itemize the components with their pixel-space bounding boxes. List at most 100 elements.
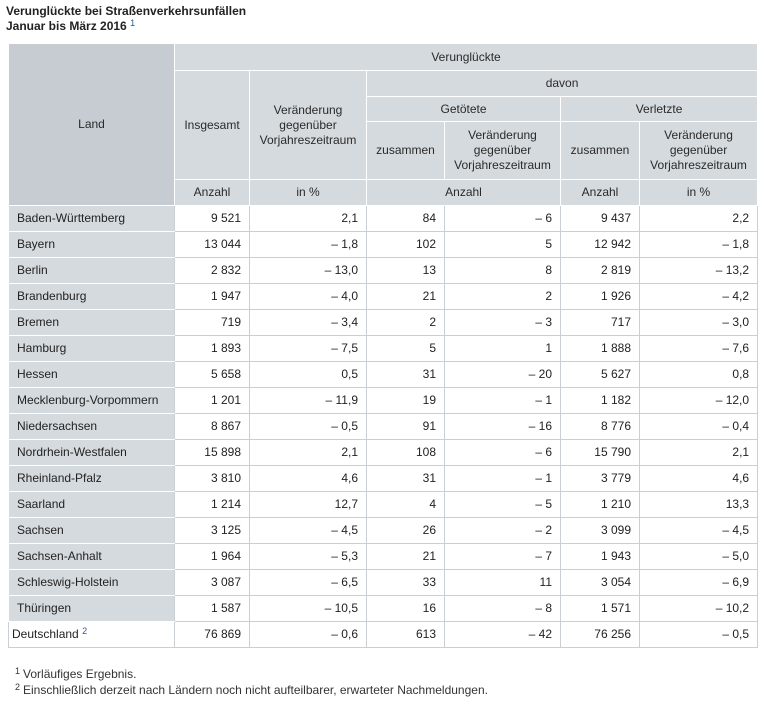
cell-insgesamt: 1 947 bbox=[174, 283, 250, 310]
unit-getoetete: Anzahl bbox=[366, 179, 561, 206]
cell-land: Mecklenburg-Vorpommern bbox=[8, 387, 175, 414]
total-footnote-link[interactable]: 2 bbox=[82, 626, 88, 636]
cell-land: Brandenburg bbox=[8, 283, 175, 310]
cell-veraenderung: – 0,5 bbox=[249, 413, 367, 440]
cell-verletzte-veraenderung: – 3,0 bbox=[638, 309, 759, 336]
cell-verletzte-veraenderung: – 7,6 bbox=[638, 335, 759, 362]
cell-getoetete: 21 bbox=[366, 283, 445, 310]
cell-insgesamt: 3 125 bbox=[174, 517, 250, 544]
cell-insgesamt: 1 214 bbox=[174, 491, 250, 518]
land-name: Hessen bbox=[17, 367, 58, 381]
table-row: Nordrhein-Westfalen 15 898 2,1 108– 6 15 790… bbox=[8, 439, 759, 466]
cell-verletzte: 2 819 bbox=[560, 257, 640, 284]
cell-land: Nordrhein-Westfalen bbox=[8, 439, 175, 466]
cell-getoetete-veraenderung: 1 bbox=[444, 335, 561, 362]
title-footnote-link[interactable]: 1 bbox=[130, 18, 136, 28]
unit-verletzte-veraenderung: in % bbox=[638, 179, 759, 206]
cell-getoetete: 4 bbox=[366, 491, 445, 518]
cell-getoetete: 2 bbox=[366, 309, 445, 336]
cell-insgesamt: 1 964 bbox=[174, 543, 250, 570]
cell-insgesamt: 3 087 bbox=[174, 569, 250, 596]
unit-verletzte: Anzahl bbox=[560, 179, 640, 206]
cell-getoetete: 84 bbox=[366, 205, 445, 232]
cell-getoetete-veraenderung: – 16 bbox=[444, 413, 561, 440]
cell-insgesamt: 9 521 bbox=[174, 205, 250, 232]
cell-getoetete-veraenderung: 8 bbox=[444, 257, 561, 284]
cell-getoetete: 613 bbox=[366, 621, 445, 648]
cell-verletzte-veraenderung: – 12,0 bbox=[638, 387, 759, 414]
cell-getoetete-veraenderung: – 1 bbox=[444, 387, 561, 414]
footnote-2-text: Einschließlich derzeit nach Ländern noch… bbox=[23, 683, 488, 697]
cell-insgesamt: 76 869 bbox=[174, 621, 250, 648]
cell-getoetete: 26 bbox=[366, 517, 445, 544]
cell-getoetete-veraenderung: – 8 bbox=[444, 595, 561, 622]
cell-getoetete-veraenderung: 2 bbox=[444, 283, 561, 310]
land-name: Bayern bbox=[17, 237, 56, 251]
cell-insgesamt: 8 867 bbox=[174, 413, 250, 440]
cell-getoetete-veraenderung: 5 bbox=[444, 231, 561, 258]
table-row: Brandenburg 1 947– 4,0 21 2 1 926– 4,2 bbox=[8, 283, 759, 310]
header-getoetete: Getötete bbox=[366, 96, 561, 122]
header-verletzte-veraenderung: Veränderung gegenüber Vorjahreszeitraum bbox=[638, 121, 759, 180]
cell-getoetete: 21 bbox=[366, 543, 445, 570]
cell-getoetete: 33 bbox=[366, 569, 445, 596]
cell-getoetete-veraenderung: – 1 bbox=[444, 465, 561, 492]
land-name: Niedersachsen bbox=[17, 419, 98, 433]
cell-verletzte: 1 182 bbox=[560, 387, 640, 414]
cell-verletzte: 1 210 bbox=[560, 491, 640, 518]
land-name: Hamburg bbox=[17, 341, 67, 355]
cell-getoetete-veraenderung: – 20 bbox=[444, 361, 561, 388]
land-name: Brandenburg bbox=[17, 289, 87, 303]
cell-verletzte: 5 627 bbox=[560, 361, 640, 388]
accidents-table: Land Verunglückte Insgesamt Veränderung … bbox=[8, 43, 759, 648]
cell-getoetete: 31 bbox=[366, 361, 445, 388]
header-veraenderung: Veränderung gegenüber Vorjahreszeitraum bbox=[249, 70, 367, 180]
cell-veraenderung: 12,7 bbox=[249, 491, 367, 518]
header-verunglueckte: Verunglückte bbox=[173, 43, 759, 71]
cell-insgesamt: 1 587 bbox=[174, 595, 250, 622]
table-title: Verunglückte bei Straßenverkehrsunfällen… bbox=[6, 4, 246, 34]
cell-getoetete: 91 bbox=[366, 413, 445, 440]
cell-veraenderung: – 3,4 bbox=[249, 309, 367, 336]
cell-getoetete: 31 bbox=[366, 465, 445, 492]
cell-veraenderung: – 13,0 bbox=[249, 257, 367, 284]
unit-veraenderung: in % bbox=[249, 179, 367, 206]
land-name: Rheinland-Pfalz bbox=[17, 471, 102, 485]
total-row: Deutschland 2 76 869– 0,6 613– 42 76 256– 0… bbox=[8, 621, 759, 648]
cell-veraenderung: 0,5 bbox=[249, 361, 367, 388]
cell-veraenderung: – 5,3 bbox=[249, 543, 367, 570]
cell-land: Saarland bbox=[8, 491, 175, 518]
cell-getoetete-veraenderung: – 3 bbox=[444, 309, 561, 336]
cell-insgesamt: 1 893 bbox=[174, 335, 250, 362]
cell-land: Sachsen bbox=[8, 517, 175, 544]
cell-land: Deutschland 2 bbox=[8, 621, 175, 648]
cell-verletzte: 8 776 bbox=[560, 413, 640, 440]
cell-veraenderung: – 6,5 bbox=[249, 569, 367, 596]
land-name: Schleswig-Holstein bbox=[17, 575, 119, 589]
cell-getoetete: 13 bbox=[366, 257, 445, 284]
cell-land: Baden-Württemberg bbox=[8, 205, 175, 232]
cell-verletzte-veraenderung: – 5,0 bbox=[638, 543, 759, 570]
cell-getoetete: 19 bbox=[366, 387, 445, 414]
cell-land: Schleswig-Holstein bbox=[8, 569, 175, 596]
cell-verletzte: 1 943 bbox=[560, 543, 640, 570]
table-row: Schleswig-Holstein 3 087– 6,5 33 11 3 054– 6… bbox=[8, 569, 759, 596]
cell-insgesamt: 13 044 bbox=[174, 231, 250, 258]
cell-land: Thüringen bbox=[8, 595, 175, 622]
cell-getoetete-veraenderung: 11 bbox=[444, 569, 561, 596]
cell-verletzte-veraenderung: – 13,2 bbox=[638, 257, 759, 284]
footnote-2-number: 2 bbox=[15, 682, 21, 692]
cell-getoetete-veraenderung: – 42 bbox=[444, 621, 561, 648]
cell-verletzte: 717 bbox=[560, 309, 640, 336]
cell-veraenderung: – 4,5 bbox=[249, 517, 367, 544]
table-row: Bayern 13 044– 1,8 102 5 12 942– 1,8 bbox=[8, 231, 759, 258]
cell-getoetete-veraenderung: – 7 bbox=[444, 543, 561, 570]
cell-veraenderung: – 11,9 bbox=[249, 387, 367, 414]
table-row: Bremen 719– 3,4 2– 3 717– 3,0 bbox=[8, 309, 759, 336]
land-name: Nordrhein-Westfalen bbox=[17, 445, 127, 459]
land-name: Sachsen-Anhalt bbox=[17, 549, 102, 563]
footnote-1-text: Vorläufiges Ergebnis. bbox=[23, 667, 137, 681]
cell-getoetete-veraenderung: – 5 bbox=[444, 491, 561, 518]
land-name: Berlin bbox=[17, 263, 48, 277]
